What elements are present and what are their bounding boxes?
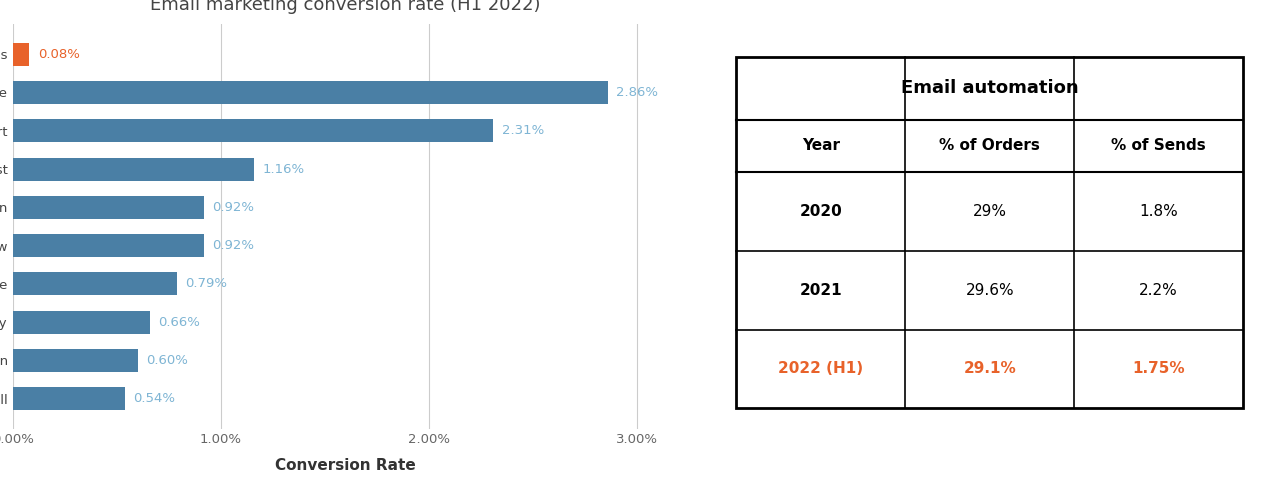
Text: 2.31%: 2.31%: [501, 124, 544, 137]
Text: 0.92%: 0.92%: [212, 239, 254, 252]
Text: Year: Year: [801, 138, 840, 153]
Text: % of Sends: % of Sends: [1112, 138, 1206, 153]
Text: 29%: 29%: [973, 204, 1006, 219]
X-axis label: Conversion Rate: Conversion Rate: [275, 457, 416, 472]
Bar: [13, 119, 494, 142]
Bar: [13, 272, 177, 295]
Bar: [13, 158, 254, 181]
Text: 2.86%: 2.86%: [616, 86, 658, 99]
Text: 29.6%: 29.6%: [965, 282, 1014, 298]
Text: 1.16%: 1.16%: [262, 163, 304, 175]
Text: % of Orders: % of Orders: [939, 138, 1040, 153]
Bar: [13, 311, 150, 334]
Text: 1.8%: 1.8%: [1140, 204, 1178, 219]
Text: 0.66%: 0.66%: [158, 316, 200, 329]
Text: 0.60%: 0.60%: [146, 354, 188, 367]
Text: 0.79%: 0.79%: [186, 278, 228, 290]
Text: 0.92%: 0.92%: [212, 201, 254, 214]
Text: 2021: 2021: [800, 282, 842, 298]
Text: 2.2%: 2.2%: [1140, 282, 1178, 298]
Bar: [13, 349, 137, 372]
Bar: [13, 43, 29, 66]
Text: 29.1%: 29.1%: [963, 361, 1016, 376]
Text: 1.75%: 1.75%: [1132, 361, 1184, 376]
Text: Email automation: Email automation: [901, 79, 1079, 97]
Title: Email marketing conversion rate (H1 2022): Email marketing conversion rate (H1 2022…: [150, 0, 541, 15]
Bar: [13, 81, 608, 104]
Bar: [13, 387, 125, 410]
Text: 0.54%: 0.54%: [134, 392, 176, 405]
Bar: [13, 196, 204, 219]
Bar: [13, 234, 204, 257]
Text: 2020: 2020: [800, 204, 842, 219]
Text: 2022 (H1): 2022 (H1): [778, 361, 864, 376]
Text: 0.08%: 0.08%: [38, 48, 80, 61]
